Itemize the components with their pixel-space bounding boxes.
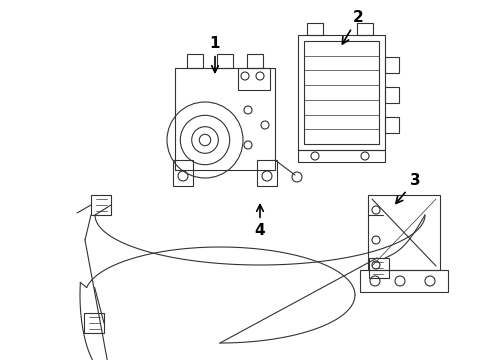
Text: 3: 3: [396, 173, 420, 203]
Text: 4: 4: [255, 204, 265, 238]
Text: 1: 1: [210, 36, 220, 72]
Text: 2: 2: [343, 10, 364, 44]
